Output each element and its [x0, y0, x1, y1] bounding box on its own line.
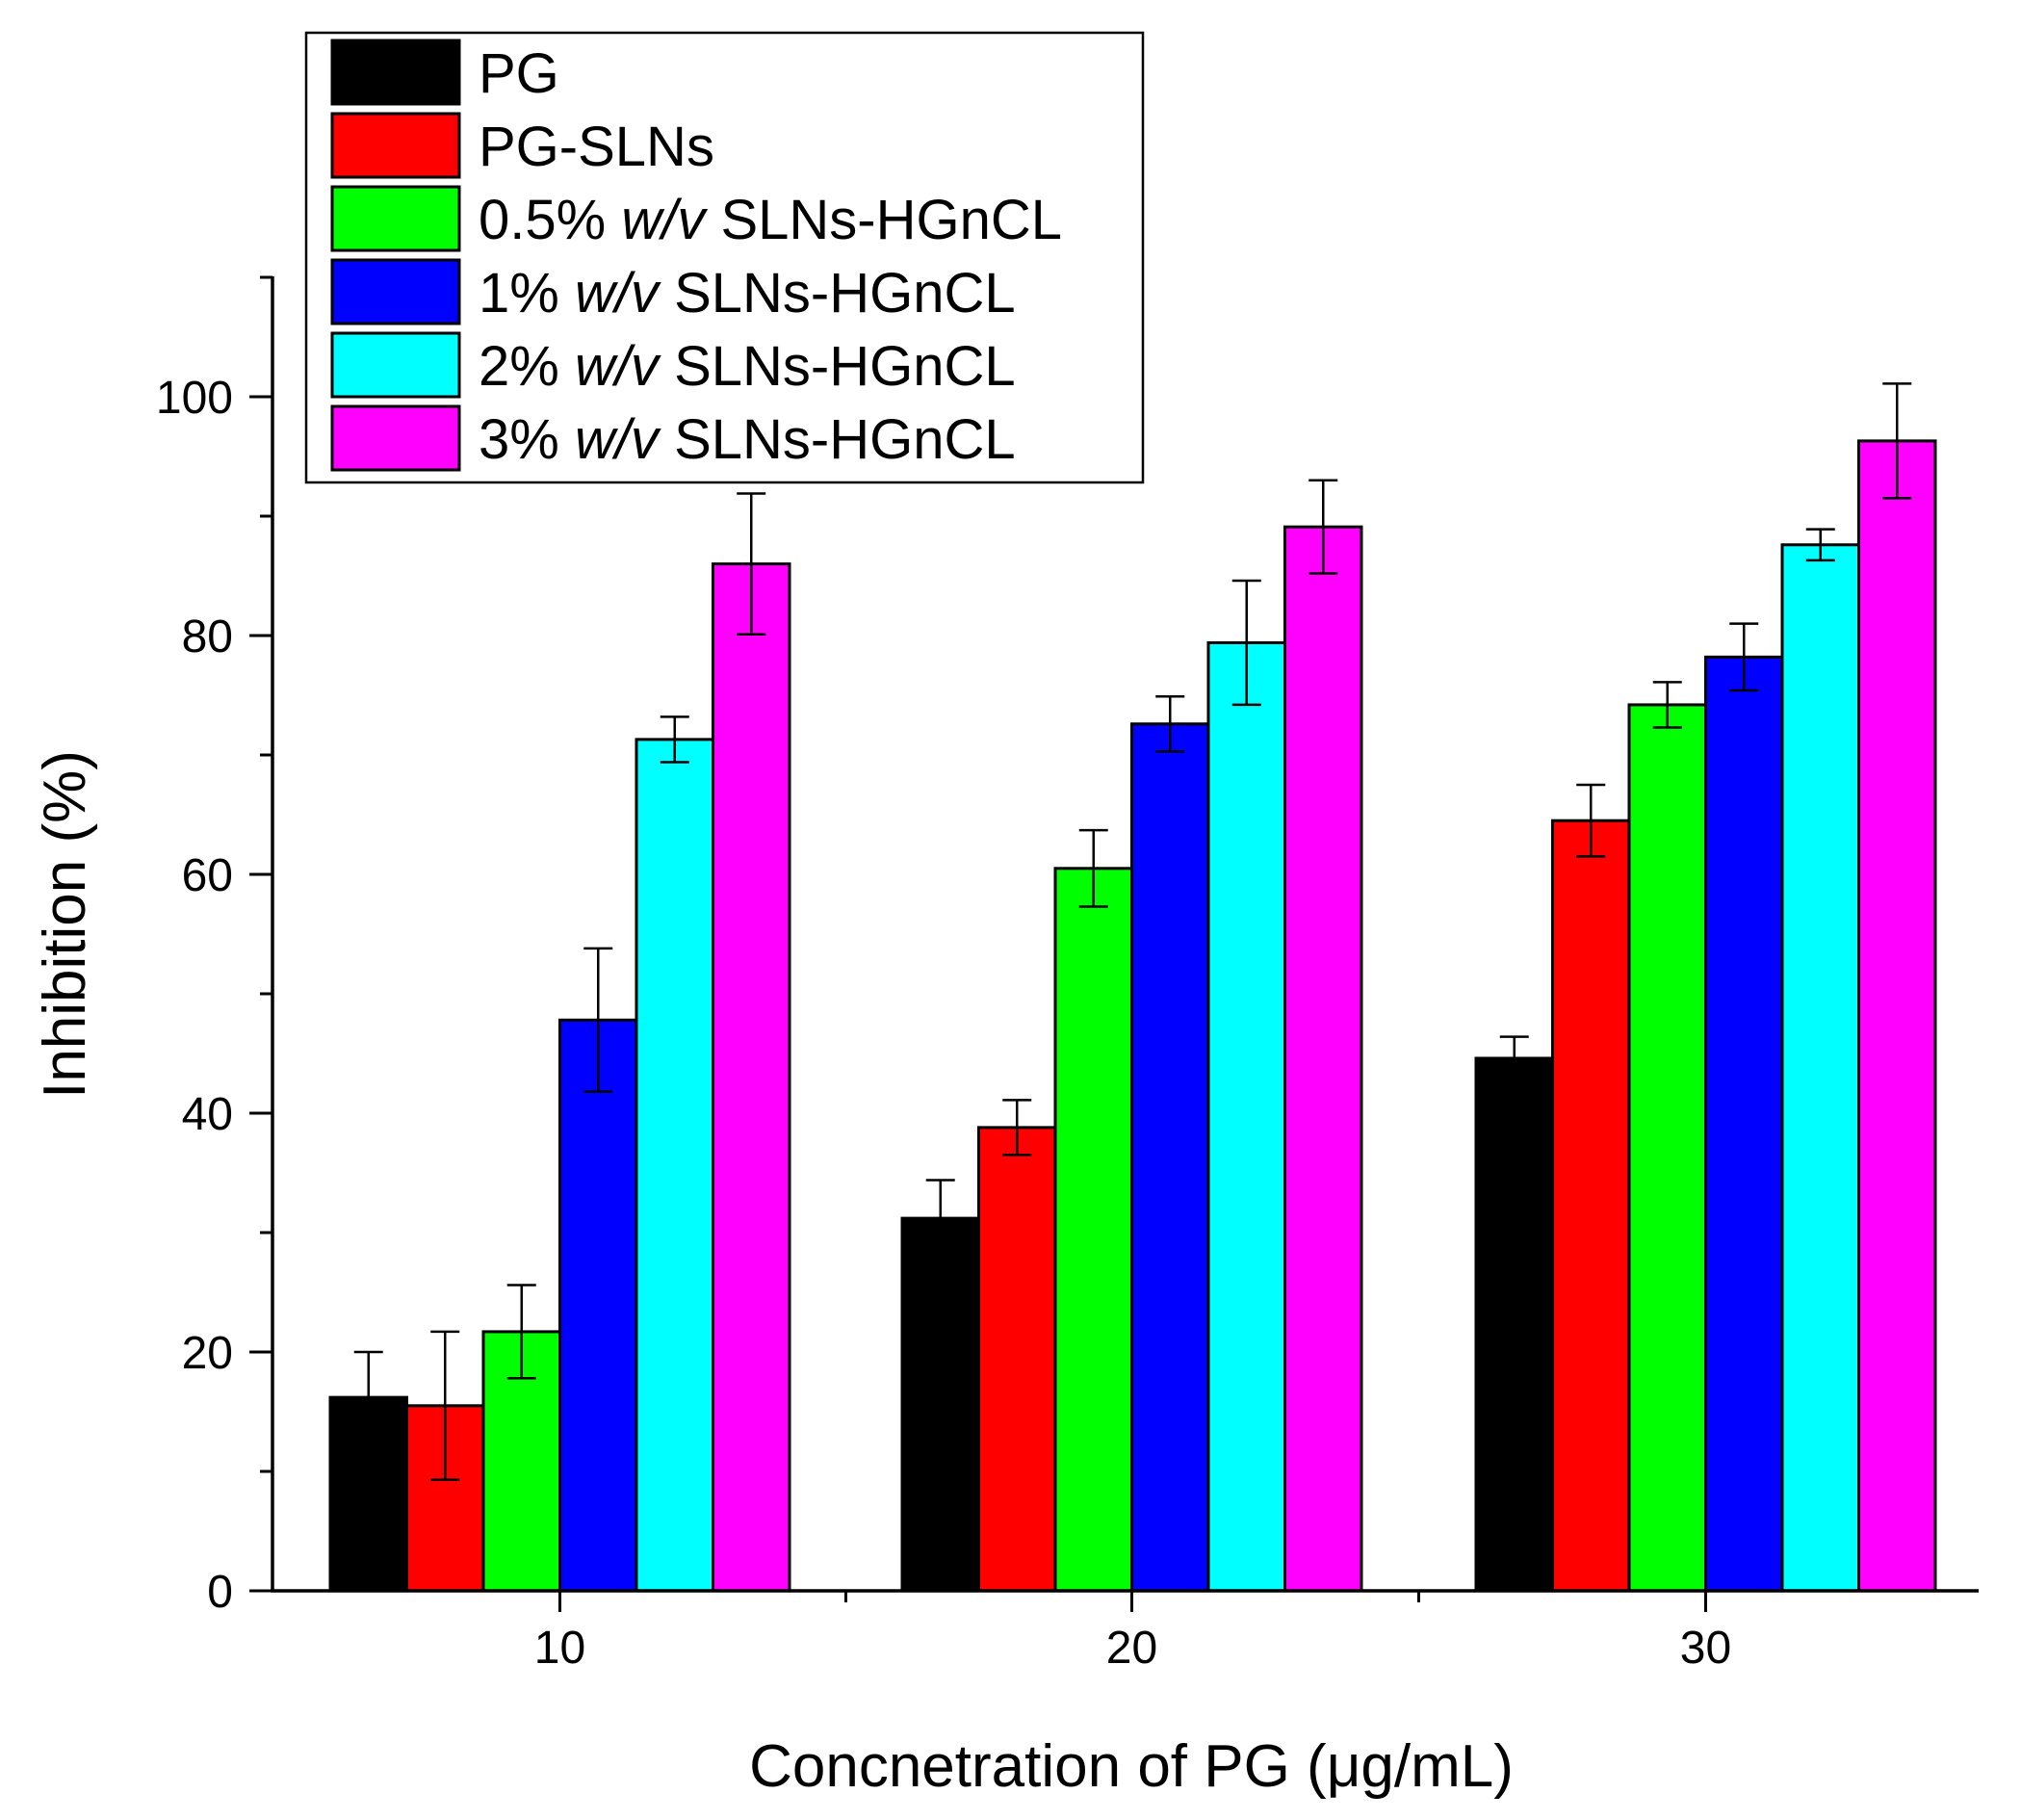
x-ticks: 10 20 30 — [534, 1591, 1731, 1674]
y-tick-label: 20 — [182, 1328, 233, 1379]
legend-swatch — [330, 331, 461, 399]
bar — [1283, 525, 1363, 1593]
legend-label: 0.5% w/v SLNs-HGnCL — [479, 189, 1062, 251]
bar — [1474, 1056, 1554, 1593]
legend-label: 2% w/v SLNs-HGnCL — [479, 335, 1016, 398]
x-axis-title: Concnetration of PG (μg/mL) — [749, 1733, 1514, 1800]
y-axis-title: Inhibition (%) — [32, 750, 98, 1099]
legend-label: 1% w/v SLNs-HGnCL — [479, 262, 1016, 325]
error-bar-group — [353, 382, 1912, 1481]
bar — [1780, 543, 1860, 1593]
bar — [1551, 819, 1631, 1593]
legend-swatch — [330, 258, 461, 325]
y-tick-label: 80 — [182, 611, 233, 663]
legend-swatch — [330, 185, 461, 252]
bar — [1053, 867, 1133, 1593]
bar-group — [328, 439, 1937, 1593]
legend-label: PG — [479, 42, 559, 105]
y-tick-label: 40 — [182, 1089, 233, 1140]
bar — [1704, 655, 1784, 1593]
legend-swatch — [330, 112, 461, 179]
legend-label: PG-SLNs — [479, 116, 714, 178]
y-tick-label: 100 — [156, 373, 233, 424]
axes — [271, 276, 1979, 1593]
bar — [635, 738, 714, 1593]
bar — [712, 562, 791, 1593]
legend: PG PG-SLNs 0.5% w/v SLNs-HGnCL 1% w/v SLNs-… — [304, 31, 1145, 484]
y-ticks: 0 20 40 60 80 100 — [156, 275, 272, 1618]
x-tick-label: 10 — [534, 1623, 585, 1674]
bar — [1627, 703, 1707, 1593]
legend-swatch — [330, 404, 461, 472]
y-tick-label: 0 — [207, 1567, 233, 1618]
x-tick-label: 30 — [1680, 1623, 1731, 1674]
legend-swatch — [330, 39, 461, 106]
x-tick-label: 20 — [1106, 1623, 1157, 1674]
legend-label: 3% w/v SLNs-HGnCL — [479, 408, 1016, 471]
bar — [1206, 640, 1286, 1593]
bar — [977, 1126, 1057, 1593]
bar — [900, 1216, 980, 1593]
bar — [558, 1018, 638, 1593]
bar — [1130, 722, 1210, 1593]
y-tick-label: 60 — [182, 850, 233, 901]
bar — [1857, 439, 1937, 1593]
